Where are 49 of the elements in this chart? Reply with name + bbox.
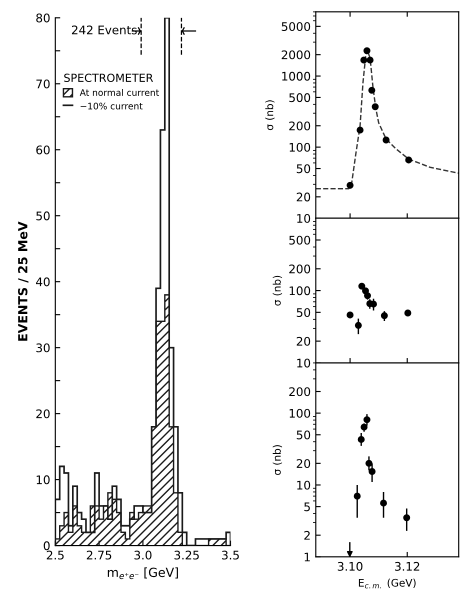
y-tick-label: 200 [289, 264, 310, 274]
y-tick-label: 100 [290, 408, 310, 418]
y-tick-label: 500 [289, 93, 310, 102]
x-axis-title: m$_{e⁺e⁻}$ [GeV] [108, 567, 178, 580]
y-axis-title: EVENTS / 25 MeV [18, 222, 28, 341]
y-tick-label: 20 [36, 409, 50, 418]
y-tick-label: 1 [304, 552, 310, 562]
x-tick-label: 3.12 [395, 562, 420, 571]
y-tick-label: 10 [297, 214, 310, 223]
y-tick-label: 30 [36, 343, 50, 352]
y-tick-label: 5 [304, 502, 310, 512]
y-tick-label: 100 [290, 142, 310, 152]
y-tick-label: 70 [36, 79, 50, 88]
y-tick-label: 50 [296, 430, 310, 440]
y-tick-label: 20 [296, 192, 310, 202]
y-tick-label: 60 [36, 145, 50, 154]
x-tick-label: 2.75 [86, 550, 112, 560]
y-tick-label: 200 [289, 121, 310, 130]
y-tick-label: 10 [297, 480, 310, 490]
x-tick-label: 3.5 [222, 550, 239, 560]
x-axis-title: E$_{c.m.}$ (GeV) [358, 578, 416, 588]
y-tick-label: 40 [36, 277, 50, 286]
y-tick-label: 500 [289, 236, 310, 245]
y-tick-label: 0 [44, 541, 50, 550]
x-tick-label: 2.5 [46, 550, 64, 560]
x-tick-label: 3.25 [174, 550, 199, 560]
y-tick-label: 10 [36, 475, 50, 484]
y-tick-label: 2 [304, 530, 310, 540]
legend-label: At normal current [80, 88, 159, 96]
y-tick-label: 10 [297, 358, 310, 368]
y-axis-title: σ (nb) [272, 276, 282, 306]
y-axis-title: σ (nb) [265, 100, 275, 130]
y-tick-label: 50 [296, 164, 310, 174]
y-tick-label: 200 [289, 387, 310, 396]
legend-label: −10% current [80, 102, 143, 110]
y-tick-label: 2000 [282, 50, 310, 60]
y-tick-label: 20 [296, 459, 310, 468]
legend-title: SPECTROMETER [64, 74, 154, 82]
x-tick-label: 3.0 [134, 550, 152, 560]
y-tick-label: 1000 [282, 72, 310, 81]
y-tick-label: 50 [36, 211, 50, 220]
y-tick-label: 50 [296, 308, 310, 317]
y-tick-label: 100 [290, 286, 310, 296]
y-axis-title: σ (nb) [272, 445, 282, 475]
annotation: 242 Events [72, 25, 137, 34]
y-tick-label: 20 [296, 336, 310, 346]
y-tick-label: 5000 [282, 22, 310, 32]
x-tick-label: 3.10 [338, 562, 362, 571]
y-tick-label: 80 [36, 14, 50, 22]
